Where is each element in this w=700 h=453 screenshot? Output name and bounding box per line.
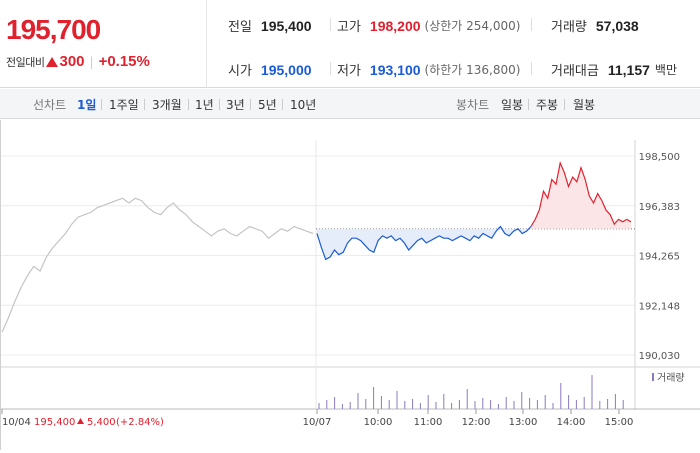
- volume-legend-label: 거래량: [657, 372, 685, 384]
- amount-label: 거래대금: [551, 64, 599, 79]
- x-tick-label: 12:00: [462, 417, 491, 428]
- x-tick-label: 10/04: [2, 417, 31, 428]
- high-label: 고가: [337, 20, 361, 35]
- period-1y[interactable]: 1년: [195, 98, 214, 112]
- x-tick-label: 13:00: [509, 417, 538, 428]
- line-chart-label: 선차트: [33, 98, 67, 112]
- low-stat: 저가 193,100 (하한가 136,800): [337, 60, 521, 80]
- low-label: 저가: [337, 64, 361, 79]
- x-tick-label: 15:00: [605, 417, 634, 428]
- divider: [282, 99, 283, 110]
- x-tick-label: 10:00: [364, 417, 393, 428]
- today-up-line: [530, 161, 632, 227]
- x-axis: 10/04 10/07 10:00 11:00 12:00 13:00 14:00 15:00…: [1, 409, 634, 428]
- candle-chart-label: 봉차트: [456, 98, 490, 112]
- y-tick-label: 196,383: [639, 202, 680, 213]
- x-tick-label: 14:00: [557, 417, 586, 428]
- chart-grid: [1, 140, 700, 410]
- period-1w[interactable]: 1주일: [109, 98, 139, 112]
- prev-day-change: 5,400: [87, 417, 116, 428]
- low-value: 193,100: [369, 61, 421, 78]
- y-axis: 198,500 196,383 194,265 192,148 190,030: [639, 152, 680, 362]
- prev-close-value: 195,400: [260, 17, 312, 34]
- high-value: 198,200: [369, 17, 421, 34]
- price-chart[interactable]: 198,500 196,383 194,265 192,148 190,030 거래량 …: [0, 120, 700, 450]
- volume-stat: 거래량 57,038: [551, 16, 639, 36]
- open-value: 195,000: [260, 61, 312, 78]
- divider: [250, 99, 251, 110]
- change-rate: +0.15%: [98, 53, 150, 70]
- divider: [531, 18, 532, 31]
- open-stat: 시가 195,000: [228, 60, 312, 80]
- high-stat: 고가 198,200 (상한가 254,000): [337, 16, 521, 36]
- prev-day-line: [1, 197, 314, 333]
- price-lines: [1, 161, 632, 333]
- change-value: 300: [59, 53, 85, 70]
- price-change-row: 전일대비 300 | +0.15%: [6, 53, 150, 70]
- divider: [188, 99, 189, 110]
- current-price: 195,700: [6, 14, 101, 45]
- y-tick-label: 192,148: [639, 301, 680, 312]
- candle-monthly[interactable]: 월봉: [573, 98, 596, 112]
- open-label: 시가: [228, 64, 252, 79]
- amount-stat: 거래대금 11,157 백만: [551, 60, 677, 80]
- up-arrow-icon: [46, 56, 59, 67]
- up-arrow-icon: [77, 418, 84, 424]
- divider: [330, 62, 331, 75]
- candle-weekly[interactable]: 주봉: [536, 98, 559, 112]
- volume-legend-swatch: [652, 373, 654, 381]
- y-tick-label: 194,265: [639, 252, 680, 263]
- divider: [330, 18, 331, 31]
- divider: |: [89, 54, 94, 69]
- prev-close-stat: 전일 195,400: [228, 16, 312, 36]
- reference-area: [316, 163, 635, 260]
- period-3y[interactable]: 3년: [226, 98, 245, 112]
- divider: [528, 99, 529, 110]
- price-summary: 195,700 전일대비 300 | +0.15%: [0, 0, 207, 88]
- quote-header: 195,700 전일대비 300 | +0.15% 전일 195,400 고가 …: [0, 0, 700, 88]
- up-area: [531, 163, 631, 229]
- volume-bars: 거래량: [318, 372, 685, 409]
- divider: [101, 99, 102, 110]
- quote-stats: 전일 195,400 고가 198,200 (상한가 254,000) 거래량 …: [208, 0, 700, 88]
- period-1d[interactable]: 1일: [77, 98, 97, 112]
- chart-toolbar: 선차트 1일 1주일 3개월 1년 3년 5년 10년 봉차트 일봉 주봉 월봉: [0, 89, 700, 119]
- prev-day-rate: (+2.84%): [116, 417, 164, 428]
- volume-value: 57,038: [595, 17, 639, 34]
- lower-limit: (하한가 136,800): [424, 63, 521, 77]
- volume-label: 거래량: [551, 20, 587, 35]
- x-tick-label: 11:00: [414, 417, 443, 428]
- candle-daily[interactable]: 일봉: [501, 98, 524, 112]
- divider: [219, 99, 220, 110]
- change-label: 전일대비: [6, 55, 45, 69]
- divider: [144, 99, 145, 110]
- today-down-line: [316, 225, 532, 261]
- period-3m[interactable]: 3개월: [152, 98, 182, 112]
- period-5y[interactable]: 5년: [258, 98, 277, 112]
- y-tick-label: 198,500: [639, 152, 680, 163]
- divider: [531, 62, 532, 75]
- upper-limit: (상한가 254,000): [424, 19, 521, 33]
- amount-unit: 백만: [654, 63, 677, 77]
- prev-close-label: 전일: [228, 20, 252, 35]
- prev-day-close: 195,400: [34, 417, 75, 428]
- amount-value: 11,157: [607, 61, 650, 78]
- down-area: [317, 226, 531, 260]
- x-tick-label: 10/07: [303, 417, 332, 428]
- y-tick-label: 190,030: [639, 351, 680, 362]
- period-10y[interactable]: 10년: [290, 98, 317, 112]
- divider: [564, 99, 565, 110]
